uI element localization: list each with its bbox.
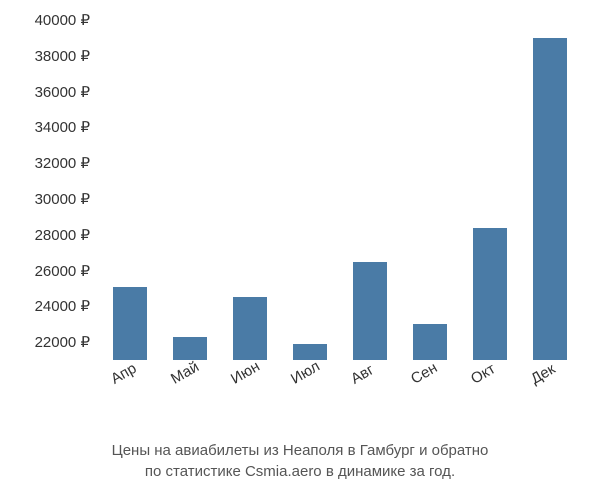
- x-tick-label: Окт: [468, 360, 498, 387]
- y-tick-label: 38000 ₽: [35, 47, 90, 65]
- bar: [113, 287, 148, 360]
- caption-line-2: по статистике Csmia.aero в динамике за г…: [0, 461, 600, 482]
- bar: [533, 38, 568, 360]
- y-tick-label: 24000 ₽: [35, 297, 90, 315]
- bar: [233, 297, 268, 360]
- x-tick-label: Дек: [528, 360, 558, 387]
- bar: [353, 262, 388, 360]
- y-tick-label: 22000 ₽: [35, 333, 90, 351]
- bar: [173, 337, 208, 360]
- caption-line-1: Цены на авиабилеты из Неаполя в Гамбург …: [0, 440, 600, 461]
- y-axis: 22000 ₽ 24000 ₽ 26000 ₽ 28000 ₽ 30000 ₽ 32000…: [0, 20, 95, 360]
- bar: [293, 344, 328, 360]
- y-tick-label: 26000 ₽: [35, 262, 90, 280]
- y-tick-label: 40000 ₽: [35, 11, 90, 29]
- x-tick-label: Июн: [228, 358, 263, 388]
- y-tick-label: 30000 ₽: [35, 190, 90, 208]
- x-tick-label: Май: [168, 358, 202, 387]
- y-tick-label: 36000 ₽: [35, 83, 90, 101]
- y-tick-label: 34000 ₽: [35, 118, 90, 136]
- x-axis: АпрМайИюнИюлАвгСенОктДек: [100, 365, 580, 415]
- y-tick-label: 28000 ₽: [35, 226, 90, 244]
- x-tick-label: Авг: [348, 361, 377, 387]
- y-tick-label: 32000 ₽: [35, 154, 90, 172]
- bar: [413, 324, 448, 360]
- x-tick-label: Апр: [108, 360, 139, 388]
- price-bar-chart: 22000 ₽ 24000 ₽ 26000 ₽ 28000 ₽ 30000 ₽ 32000…: [0, 10, 600, 430]
- x-tick-label: Сен: [408, 359, 440, 387]
- plot-area: [100, 20, 580, 360]
- x-tick-label: Июл: [288, 358, 323, 388]
- bar: [473, 228, 508, 360]
